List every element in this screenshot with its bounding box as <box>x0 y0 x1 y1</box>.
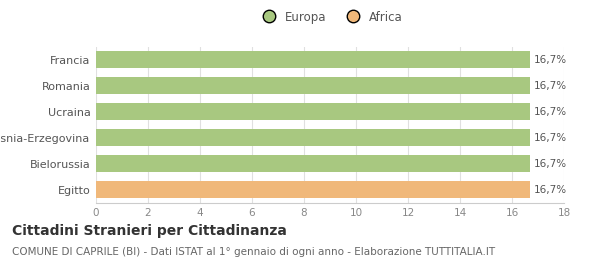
Bar <box>96 51 530 68</box>
Bar <box>96 103 530 120</box>
Text: 16,7%: 16,7% <box>534 133 567 143</box>
Text: COMUNE DI CAPRILE (BI) - Dati ISTAT al 1° gennaio di ogni anno - Elaborazione TU: COMUNE DI CAPRILE (BI) - Dati ISTAT al 1… <box>12 247 495 257</box>
Bar <box>96 129 530 146</box>
Text: 16,7%: 16,7% <box>534 107 567 117</box>
Text: 16,7%: 16,7% <box>534 185 567 195</box>
Text: 16,7%: 16,7% <box>534 55 567 65</box>
Bar <box>96 77 530 94</box>
Legend: Europa, Africa: Europa, Africa <box>252 6 408 28</box>
Bar <box>96 181 530 198</box>
Text: Cittadini Stranieri per Cittadinanza: Cittadini Stranieri per Cittadinanza <box>12 224 287 238</box>
Text: 16,7%: 16,7% <box>534 159 567 169</box>
Text: 16,7%: 16,7% <box>534 81 567 91</box>
Bar <box>96 155 530 172</box>
